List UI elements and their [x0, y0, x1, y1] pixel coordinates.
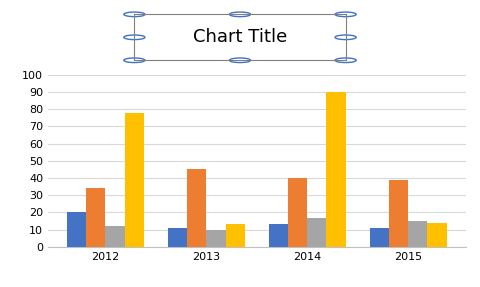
- Bar: [389, 180, 408, 247]
- Bar: [187, 169, 206, 247]
- Text: Chart Title: Chart Title: [193, 28, 287, 46]
- Bar: [206, 230, 226, 247]
- Bar: [408, 221, 427, 247]
- Bar: [326, 92, 346, 247]
- Bar: [269, 224, 288, 247]
- Bar: [105, 226, 124, 247]
- Bar: [307, 218, 326, 247]
- Bar: [86, 188, 105, 247]
- Bar: [124, 113, 144, 247]
- Bar: [370, 228, 389, 247]
- Bar: [168, 228, 187, 247]
- Bar: [226, 224, 245, 247]
- Bar: [288, 178, 307, 247]
- Bar: [427, 223, 446, 247]
- Bar: [67, 212, 86, 247]
